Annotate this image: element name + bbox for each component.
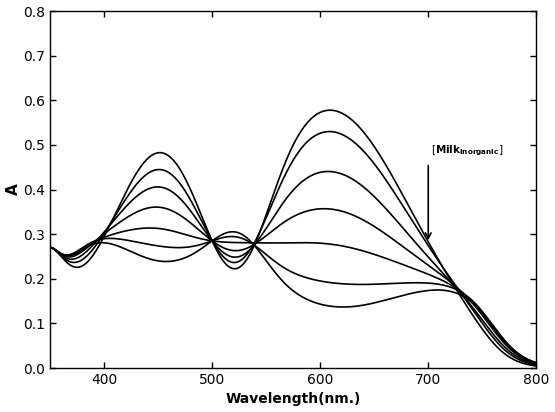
Y-axis label: A: A	[6, 184, 21, 195]
X-axis label: Wavelength(nm.): Wavelength(nm.)	[225, 393, 361, 407]
Text: $[\mathbf{Milk}_{\mathbf{inorganic}}]$: $[\mathbf{Milk}_{\mathbf{inorganic}}]$	[431, 144, 504, 158]
